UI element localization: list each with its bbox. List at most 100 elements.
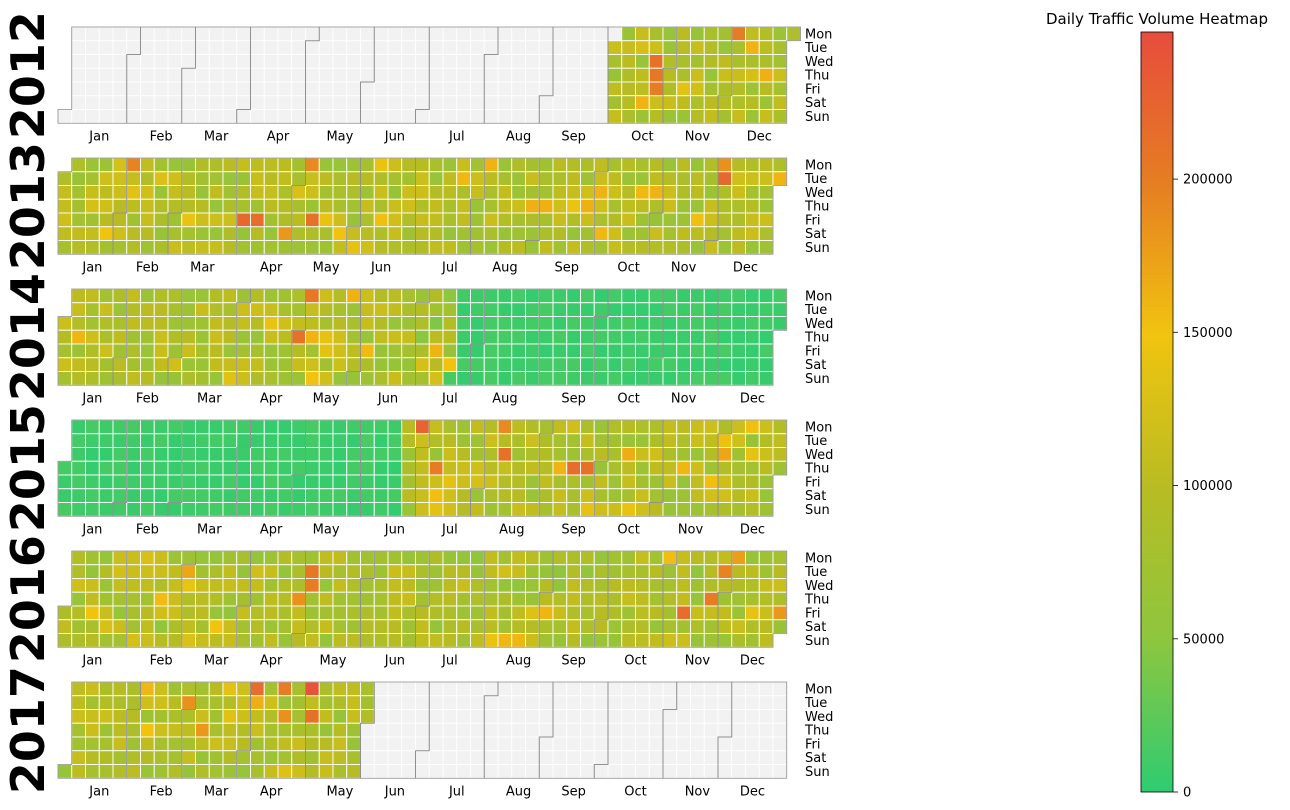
month-outline <box>717 550 788 648</box>
day-cell <box>236 198 251 214</box>
day-cell <box>208 764 224 779</box>
day-cell <box>593 447 609 462</box>
day-cell <box>758 564 774 579</box>
day-cell <box>703 460 719 476</box>
day-cell <box>126 722 141 738</box>
day-cell <box>181 226 196 241</box>
day-cell <box>442 54 458 69</box>
day-cell <box>717 460 733 476</box>
day-cell <box>291 343 306 359</box>
day-cell <box>552 460 568 476</box>
day-cell <box>662 722 678 738</box>
day-cell <box>580 371 595 386</box>
day-cell <box>745 185 760 200</box>
day-cell <box>566 578 581 593</box>
day-cell <box>387 226 403 241</box>
day-cell <box>222 681 238 697</box>
day-cell <box>98 460 114 476</box>
day-cell <box>717 171 733 186</box>
day-cell <box>71 460 86 476</box>
day-cell <box>415 157 430 173</box>
day-cell <box>112 591 128 607</box>
day-cell <box>635 709 650 724</box>
day-cell <box>318 591 334 607</box>
day-cell <box>690 40 705 55</box>
day-cell <box>140 240 155 255</box>
day-cell <box>167 54 183 69</box>
day-cell <box>85 460 100 476</box>
day-cell <box>332 722 348 738</box>
day-cell <box>208 198 224 214</box>
day-cell <box>648 95 664 110</box>
month-label: Aug <box>506 653 531 668</box>
day-cell <box>552 357 568 372</box>
day-cell <box>676 419 691 435</box>
day-cell <box>717 157 733 173</box>
day-cell <box>525 81 540 97</box>
day-cell <box>758 750 774 765</box>
day-cell <box>456 591 471 607</box>
day-cell <box>250 619 265 634</box>
day-cell <box>607 302 623 317</box>
month-label: Jul <box>441 653 458 668</box>
day-cell <box>373 619 389 634</box>
day-cell <box>360 591 375 607</box>
day-cell <box>415 171 430 186</box>
day-cell <box>208 474 224 490</box>
day-cell <box>745 419 760 435</box>
day-cell <box>621 240 636 255</box>
day-cell <box>703 722 719 738</box>
day-cell <box>85 447 100 462</box>
day-cell <box>552 433 568 448</box>
day-cell <box>71 288 86 304</box>
day-cell <box>346 109 361 124</box>
day-cell <box>112 433 128 448</box>
day-cell <box>181 198 196 214</box>
day-cell <box>525 619 540 634</box>
day-cell <box>731 212 746 228</box>
day-cell <box>126 681 141 697</box>
day-cell <box>250 502 265 517</box>
year-label: 2012 <box>1 11 55 139</box>
day-cell <box>291 212 306 228</box>
day-cell <box>593 550 609 566</box>
day-cell <box>758 67 774 83</box>
day-cell <box>236 488 251 503</box>
day-cell <box>236 550 251 566</box>
day-cell <box>538 212 554 228</box>
day-cell <box>277 550 293 566</box>
day-cell <box>676 681 691 697</box>
day-cell <box>621 371 636 386</box>
day-cell <box>470 488 485 503</box>
day-cell <box>140 67 155 83</box>
day-cell <box>222 605 238 621</box>
day-cell <box>635 185 650 200</box>
day-cell <box>662 633 678 648</box>
day-cell <box>470 109 485 124</box>
day-cell <box>236 633 251 648</box>
day-cell <box>566 343 581 359</box>
day-cell <box>717 226 733 241</box>
day-cell <box>277 185 293 200</box>
day-cell <box>538 81 554 97</box>
day-cell <box>483 371 499 386</box>
day-cell <box>580 157 595 173</box>
day-cell <box>717 709 733 724</box>
weekday-label: Fri <box>805 737 821 752</box>
day-cell <box>428 171 444 186</box>
day-cell <box>387 681 403 697</box>
day-cell <box>71 619 86 634</box>
day-cell <box>332 226 348 241</box>
day-cell <box>538 474 554 490</box>
day-cell <box>593 198 609 214</box>
year-label: 2014 <box>1 273 55 401</box>
day-cell <box>538 109 554 124</box>
day-cell <box>662 198 678 214</box>
day-cell <box>552 240 568 255</box>
day-cell <box>621 54 636 69</box>
day-cell <box>71 316 86 331</box>
day-cell <box>690 564 705 579</box>
day-cell <box>607 447 623 462</box>
day-cell <box>195 316 210 331</box>
day-cell <box>126 81 141 97</box>
